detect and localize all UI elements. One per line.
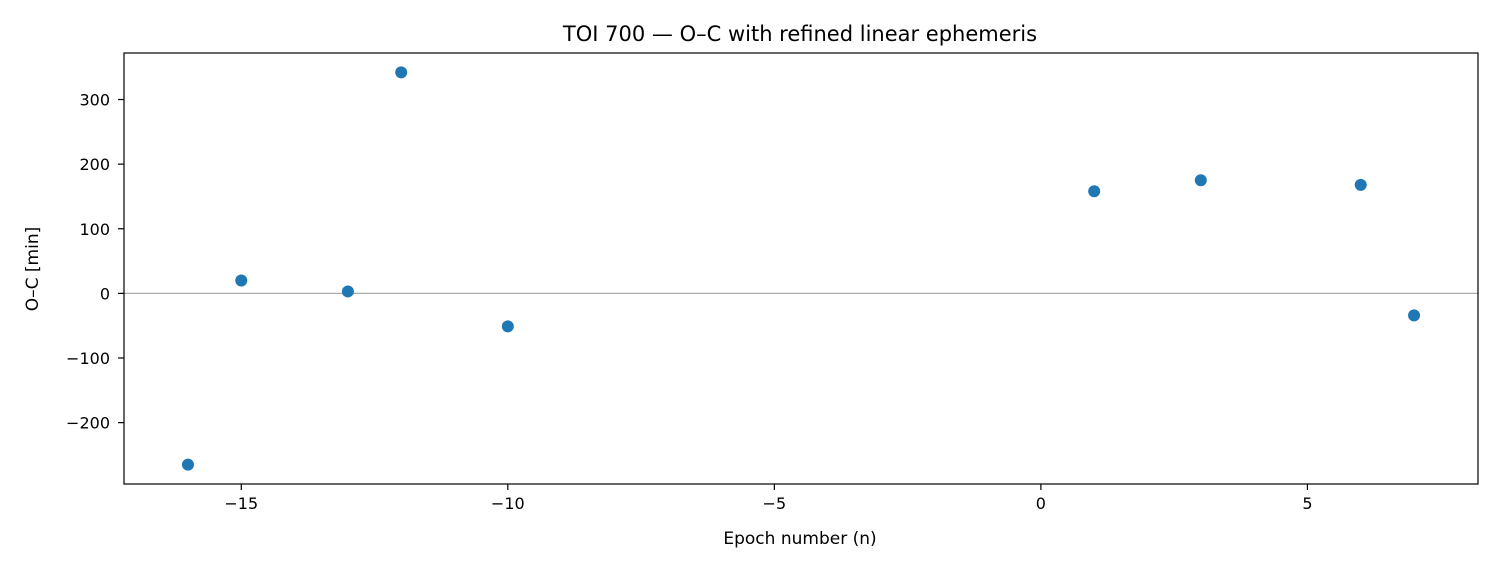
x-tick-label: −5 — [763, 494, 787, 513]
data-point — [181, 458, 194, 471]
data-point — [1088, 185, 1101, 198]
y-tick-label: −200 — [66, 414, 110, 433]
y-tick-label: 0 — [100, 284, 110, 303]
y-axis-label: O–C [min] — [23, 227, 43, 311]
data-point — [1194, 174, 1207, 187]
y-tick-label: 100 — [79, 220, 110, 239]
x-tick-label: −15 — [224, 494, 258, 513]
y-tick-label: 300 — [79, 91, 110, 110]
y-tick-label: −100 — [66, 349, 110, 368]
data-point — [501, 320, 514, 333]
y-tick-label: 200 — [79, 155, 110, 174]
data-point — [395, 66, 408, 79]
x-tick-label: 0 — [1036, 494, 1046, 513]
plot-area: −15 −10 −5 0 5 −200 −100 0 100 200 300 — [66, 52, 1479, 513]
plot-frame — [123, 52, 1479, 485]
data-point — [1354, 178, 1367, 191]
data-point — [235, 274, 248, 287]
x-axis-label: Epoch number (n) — [723, 529, 876, 549]
chart-title: TOI 700 — O–C with refined linear epheme… — [562, 22, 1037, 46]
x-tick-label: −10 — [491, 494, 525, 513]
x-tick-label: 5 — [1302, 494, 1312, 513]
data-point — [341, 285, 354, 298]
data-point — [1408, 309, 1421, 322]
